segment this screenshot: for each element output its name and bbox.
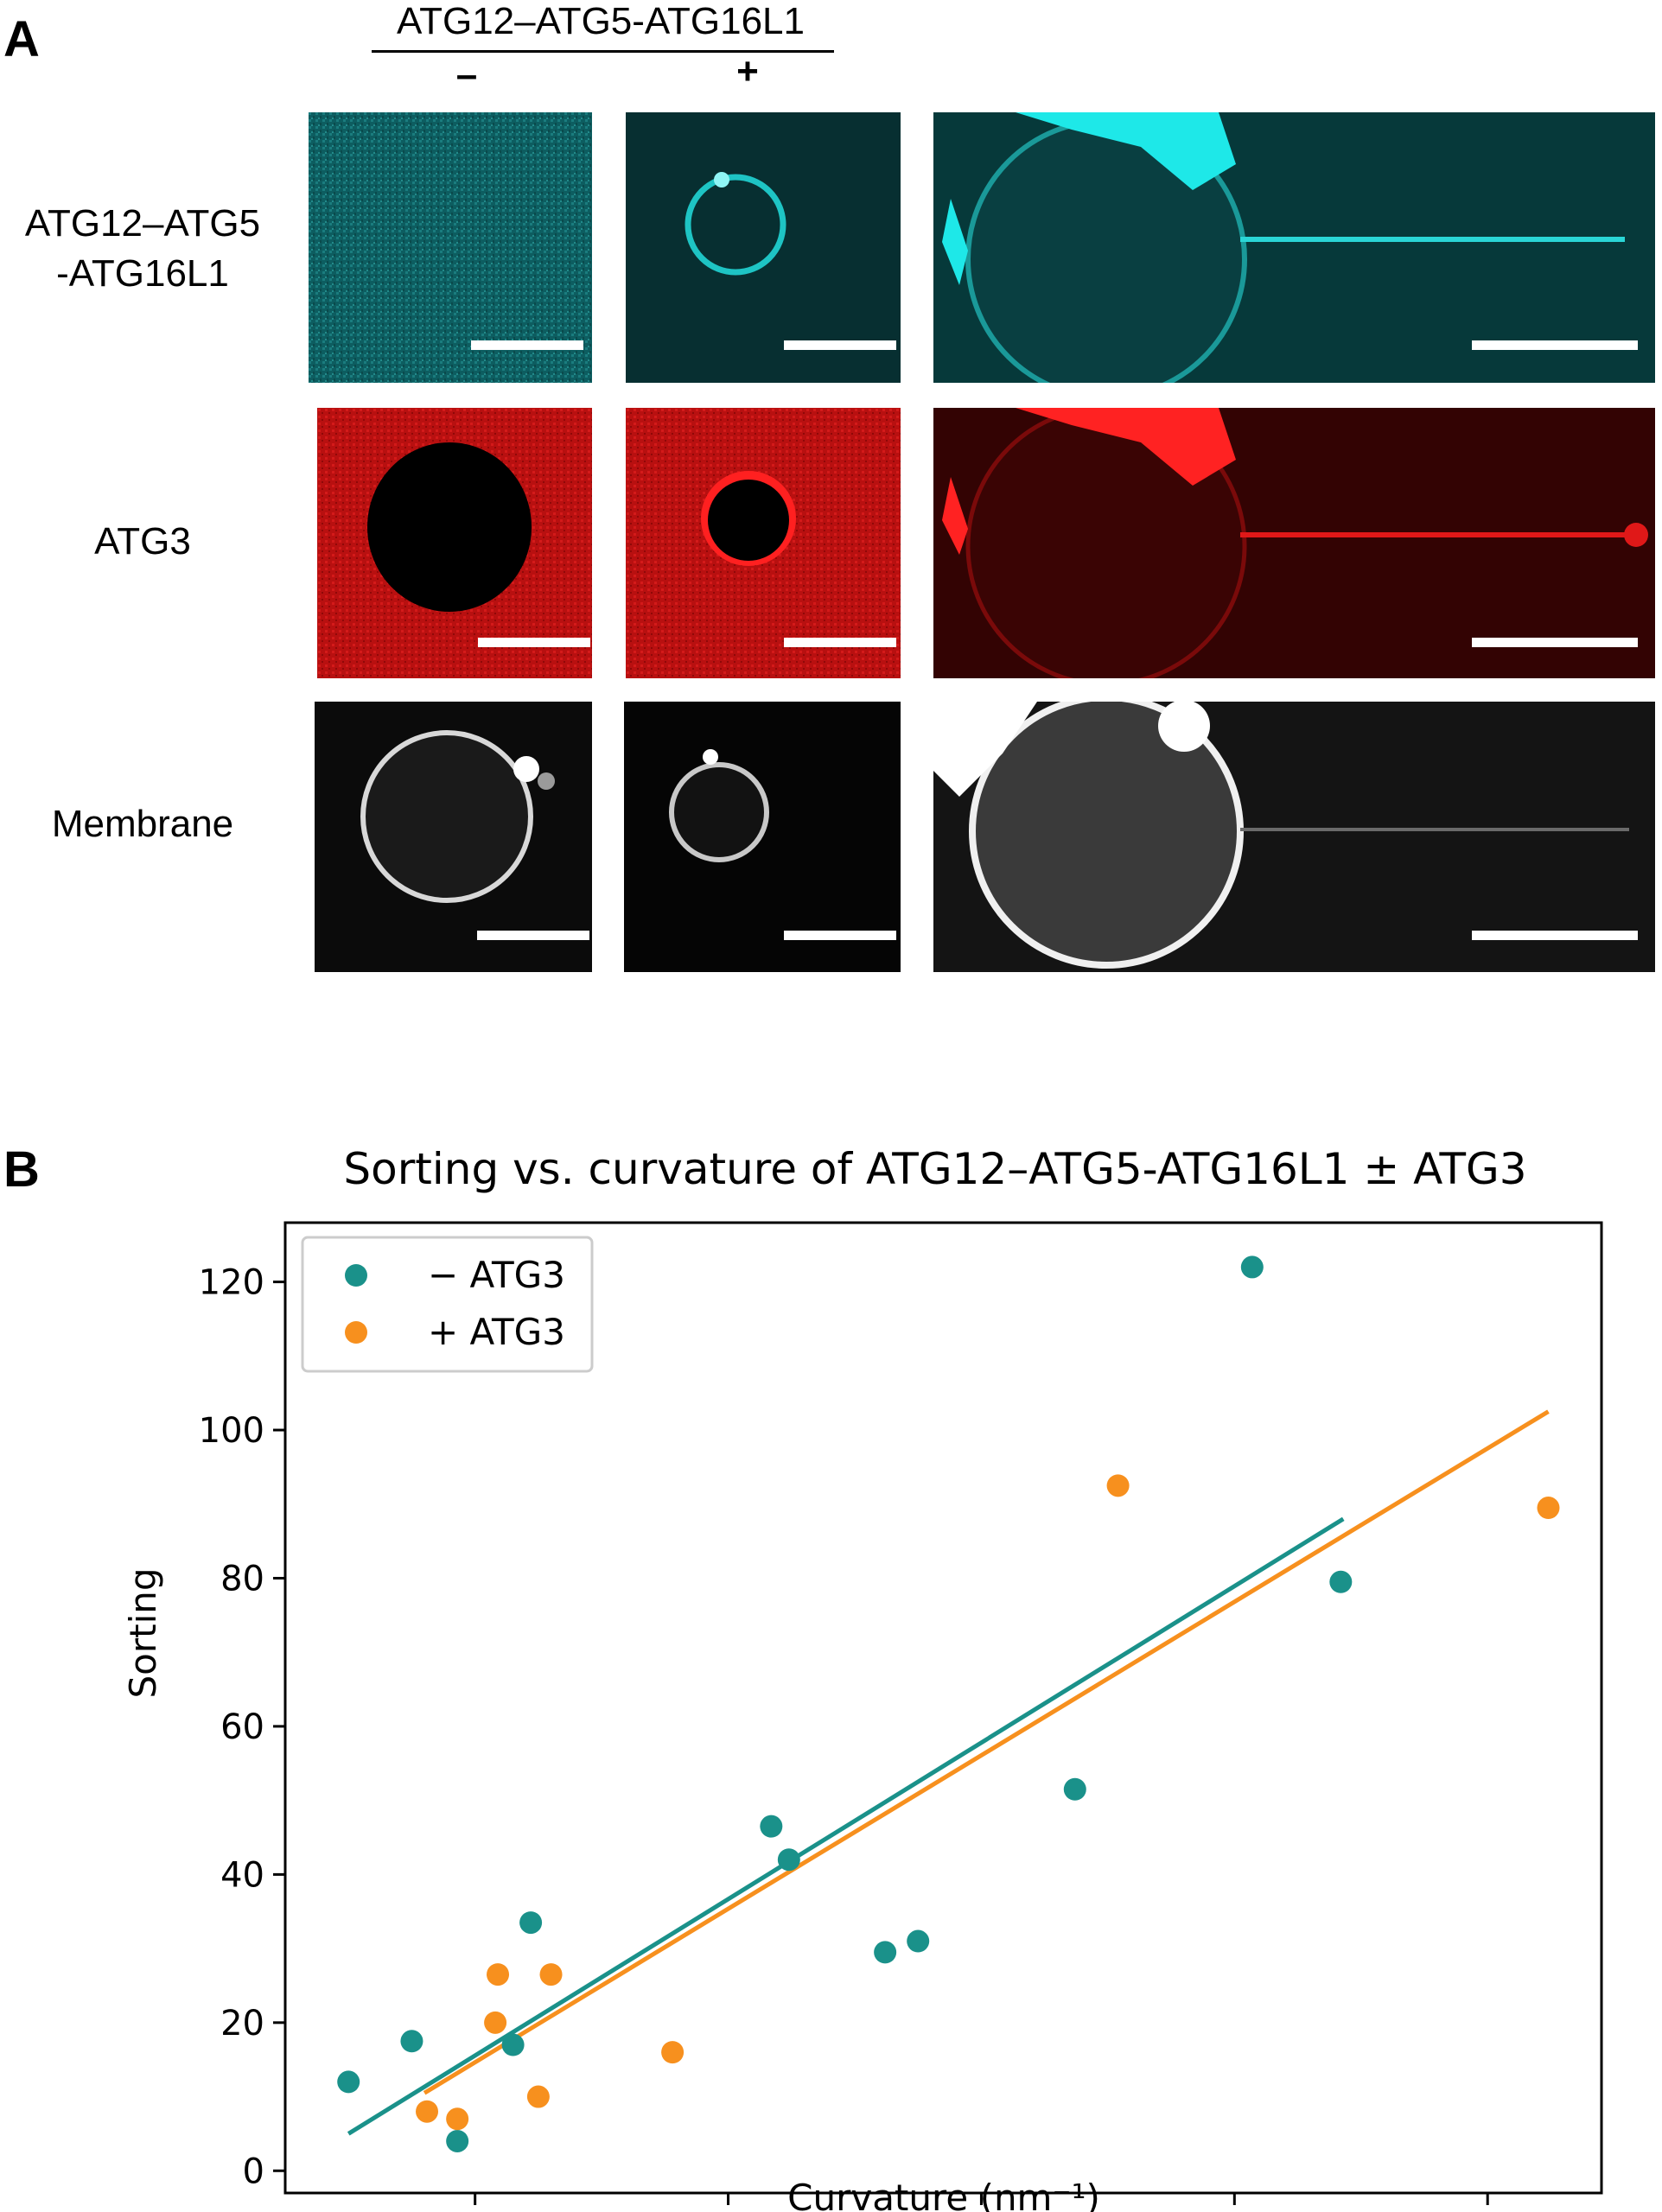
legend-label-minus-atg3: − ATG3 <box>428 1254 565 1296</box>
panel-a-letter: A <box>3 11 40 67</box>
legend-box <box>301 1236 594 1373</box>
data-point-series-0 <box>777 1848 800 1872</box>
y-axis-label: Sorting <box>122 1567 164 1698</box>
data-point-series-0 <box>501 2033 525 2056</box>
y-tick-label: 60 <box>220 1707 264 1747</box>
plot-frame <box>283 1221 1603 2195</box>
data-point-series-1 <box>484 2011 507 2034</box>
scale-bar <box>1472 931 1638 940</box>
data-point-series-0 <box>519 1911 543 1935</box>
chart-title: Sorting vs. curvature of ATG12–ATG5-ATG1… <box>343 1144 1526 1194</box>
header-underline <box>372 50 834 53</box>
fit-lines <box>347 1409 1550 2136</box>
scale-bar <box>1472 340 1638 350</box>
row-label-atg3-line1: ATG3 <box>94 520 191 563</box>
scale-bar <box>784 638 896 647</box>
row-label-atg3: ATG3 <box>0 517 285 567</box>
scale-bar <box>477 931 589 940</box>
image-atg12-plus-vesicle <box>626 112 901 383</box>
data-point-series-0 <box>760 1815 783 1838</box>
y-axis: 0 20 40 60 80 100 120 <box>199 1263 285 2191</box>
header-plus: + <box>736 50 759 92</box>
data-points <box>337 1255 1560 2152</box>
x-axis: 0.010.020.030.040.05 <box>474 2193 1489 2205</box>
fit-line-series-0 <box>347 1516 1345 2136</box>
data-point-series-1 <box>416 2100 439 2123</box>
data-point-series-1 <box>487 1963 510 1986</box>
legend-marker-minus-atg3 <box>345 1264 367 1287</box>
legend: − ATG3 + ATG3 <box>301 1236 594 1373</box>
data-point-series-0 <box>337 2070 360 2094</box>
data-point-series-0 <box>907 1929 930 1953</box>
scale-bar <box>478 638 590 647</box>
row-label-membrane-line1: Membrane <box>51 803 234 845</box>
y-tick-label: 80 <box>220 1559 264 1599</box>
data-point-series-1 <box>526 2085 550 2108</box>
y-tick-label: 20 <box>220 2004 264 2044</box>
y-tick-label: 120 <box>199 1263 264 1303</box>
image-membrane-minus <box>315 702 592 972</box>
y-tick-label: 40 <box>220 1855 264 1895</box>
row-label-atg12: ATG12–ATG5 -ATG16L1 <box>0 199 285 299</box>
data-point-series-1 <box>446 2107 469 2131</box>
scale-bar <box>471 340 583 350</box>
data-point-series-0 <box>400 2030 423 2053</box>
image-atg3-plus-vesicle <box>626 408 901 678</box>
y-tick-label: 100 <box>199 1411 264 1451</box>
data-point-series-0 <box>1329 1570 1353 1593</box>
data-point-series-1 <box>539 1963 563 1986</box>
data-point-series-1 <box>661 2041 685 2064</box>
row-label-atg12-line1: ATG12–ATG5 <box>24 202 261 245</box>
image-atg12-minus <box>309 112 592 383</box>
scale-bar <box>784 340 896 350</box>
image-membrane-plus-vesicle <box>624 702 901 972</box>
data-point-series-0 <box>446 2129 469 2152</box>
scale-bar <box>1472 638 1638 647</box>
row-label-atg12-line2: -ATG16L1 <box>56 252 229 295</box>
data-point-series-0 <box>874 1941 897 1964</box>
x-axis-label: Curvature (nm⁻¹) <box>787 2177 1100 2212</box>
image-atg3-minus <box>317 408 592 678</box>
legend-marker-plus-atg3 <box>345 1321 367 1344</box>
image-membrane-plus-tube <box>933 702 1655 972</box>
fit-line-series-1 <box>423 1409 1550 2095</box>
legend-label-plus-atg3: + ATG3 <box>428 1311 565 1353</box>
data-point-series-0 <box>1240 1255 1264 1279</box>
panel-b-letter: B <box>3 1141 40 1198</box>
y-tick-label: 0 <box>243 2152 264 2191</box>
data-point-series-0 <box>1063 1777 1086 1801</box>
image-atg12-plus-tube <box>933 112 1655 383</box>
scale-bar <box>784 931 896 940</box>
data-point-series-1 <box>1537 1497 1560 1520</box>
data-point-series-1 <box>1106 1474 1130 1497</box>
scatter-chart: Sorting vs. curvature of ATG12–ATG5-ATG1… <box>122 1144 1603 2212</box>
panel-a-header-title: ATG12–ATG5-ATG16L1 <box>397 0 805 42</box>
image-atg3-plus-tube <box>933 408 1655 678</box>
row-label-membrane: Membrane <box>0 799 285 849</box>
header-minus: – <box>455 54 478 96</box>
